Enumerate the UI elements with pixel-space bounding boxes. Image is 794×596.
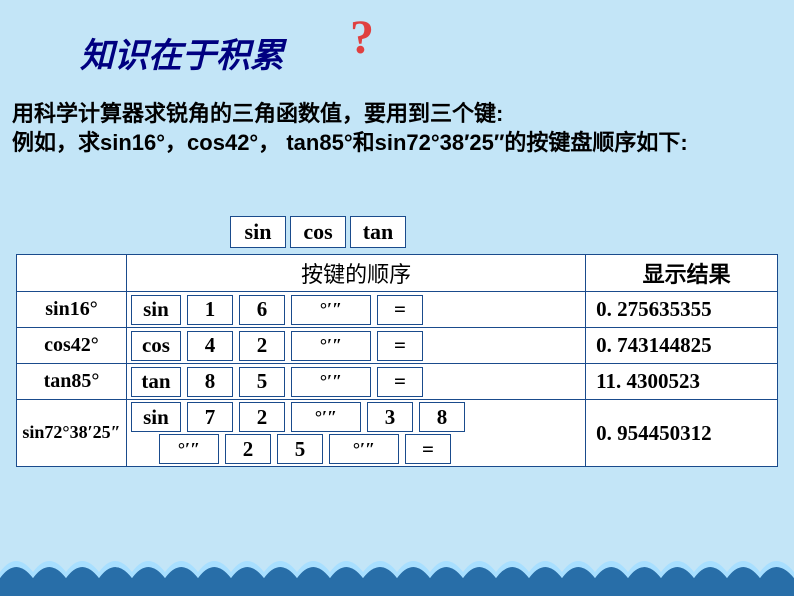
key: 7: [187, 402, 233, 432]
slide-title: 知识在于积累: [80, 28, 284, 77]
row-label: sin72°38′25″: [17, 400, 127, 467]
table-header-row: 按键的顺序 显示结果: [17, 255, 778, 292]
key: 4: [187, 331, 233, 361]
table-row: cos42° cos 4 2 °′″ = 0. 743144825: [17, 328, 778, 364]
key: sin: [131, 295, 181, 325]
row-result: 0. 954450312: [586, 400, 778, 467]
key: 2: [239, 402, 285, 432]
key: 8: [187, 367, 233, 397]
table-row: sin16° sin 1 6 °′″ = 0. 275635355: [17, 292, 778, 328]
key: =: [377, 367, 423, 397]
row-keys: sin 1 6 °′″ =: [126, 292, 585, 328]
key-sin: sin: [230, 216, 286, 248]
row-result: 11. 4300523: [586, 364, 778, 400]
key: 5: [239, 367, 285, 397]
key: cos: [131, 331, 181, 361]
key: 6: [239, 295, 285, 325]
key: °′″: [291, 367, 371, 397]
key: 5: [277, 434, 323, 464]
header-sequence: 按键的顺序: [126, 255, 585, 292]
intro-text-1: 用科学计算器求锐角的三角函数值，要用到三个键:: [12, 96, 503, 128]
calc-table: 按键的顺序 显示结果 sin16° sin 1 6 °′″ = 0. 27563…: [16, 254, 778, 467]
row-keys: sin 7 2 °′″ 3 8 °′″ 2 5 °′″ =: [126, 400, 585, 467]
intro-text-2: 例如，求sin16°，cos42°， tan85°和sin72°38′25″的按…: [12, 128, 782, 159]
key: 3: [367, 402, 413, 432]
row-keys: tan 8 5 °′″ =: [126, 364, 585, 400]
key: =: [377, 295, 423, 325]
table-row: tan85° tan 8 5 °′″ = 11. 4300523: [17, 364, 778, 400]
key: 8: [419, 402, 465, 432]
key: tan: [131, 367, 181, 397]
key: 2: [225, 434, 271, 464]
row-label: cos42°: [17, 328, 127, 364]
key: =: [377, 331, 423, 361]
key: °′″: [159, 434, 219, 464]
row-result: 0. 743144825: [586, 328, 778, 364]
key: °′″: [291, 402, 361, 432]
row-label: sin16°: [17, 292, 127, 328]
key: =: [405, 434, 451, 464]
key-cos: cos: [290, 216, 346, 248]
header-blank: [17, 255, 127, 292]
row-keys: cos 4 2 °′″ =: [126, 328, 585, 364]
key: °′″: [291, 295, 371, 325]
top-key-row: sin cos tan: [230, 216, 406, 248]
key: 1: [187, 295, 233, 325]
key: 2: [239, 331, 285, 361]
row-label: tan85°: [17, 364, 127, 400]
key-tan: tan: [350, 216, 406, 248]
header-result: 显示结果: [586, 255, 778, 292]
key: °′″: [291, 331, 371, 361]
question-mark-icon: ?: [350, 10, 374, 65]
table-row: sin72°38′25″ sin 7 2 °′″ 3 8 °′″ 2 5 °′″…: [17, 400, 778, 467]
key: °′″: [329, 434, 399, 464]
row-result: 0. 275635355: [586, 292, 778, 328]
key: sin: [131, 402, 181, 432]
wave-footer-icon: [0, 538, 794, 596]
